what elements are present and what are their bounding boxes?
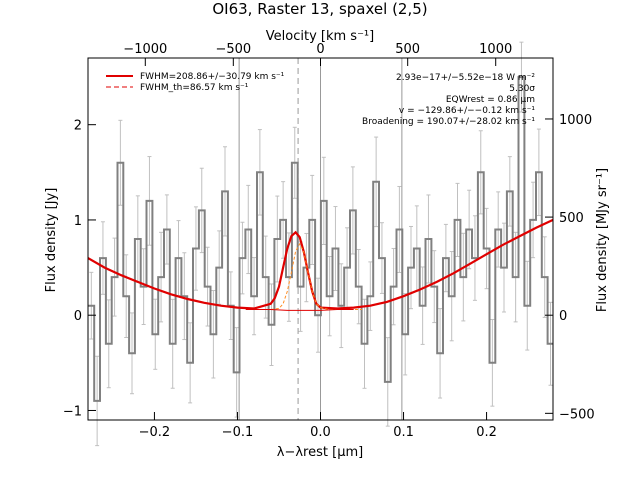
x-tick-label: 0.2 [476, 425, 497, 440]
series-layer [87, 41, 554, 447]
legend: FWHM=208.86+/−30.79 km s⁻¹ FWHM_th=86.57… [106, 72, 285, 93]
y-axis-label: Flux density [Jy] [44, 188, 59, 293]
fit-curve-series [87, 218, 554, 310]
y-tick-label: 0 [74, 309, 82, 324]
annotation-velocity: v = −129.86+/−−0.12 km s⁻¹ [399, 106, 535, 116]
x-tick-label: −0.2 [139, 425, 171, 440]
legend-entry-fwhm: FWHM=208.86+/−30.79 km s⁻¹ [140, 72, 285, 82]
annotation-eqw: EQWrest = 0.86 μm [446, 95, 535, 105]
right-tick-label: −500 [559, 407, 595, 422]
top-tick-label: 500 [395, 42, 420, 57]
annotation-flux: 2.93e−17+/−5.52e−18 W m⁻² [396, 73, 535, 83]
top-axis-label: Velocity [km s⁻¹] [266, 29, 374, 44]
right-tick-label: 0 [559, 309, 567, 324]
top-tick-label: 1000 [479, 42, 512, 57]
chart-title: OI63, Raster 13, spaxel (2,5) [212, 0, 427, 18]
axis-ticks: −0.2 −0.1 0.0 0.1 0.2 −1000 −500 0 500 1000 −1 0 1 2 −… [63, 42, 595, 440]
x-axis-label: λ−λrest [μm] [277, 445, 363, 460]
right-tick-label: 1000 [559, 113, 592, 128]
legend-entry-fwhm-th: FWHM_th=86.57 km s⁻¹ [140, 83, 249, 93]
top-tick-label: −500 [215, 42, 251, 57]
top-tick-label: 0 [316, 42, 324, 57]
annotations: 2.93e−17+/−5.52e−18 W m⁻² 5.30σ EQWrest … [362, 73, 535, 127]
y-tick-label: −1 [63, 404, 82, 419]
top-tick-label: −1000 [123, 42, 167, 57]
right-tick-label: 500 [559, 211, 584, 226]
y-tick-label: 1 [74, 214, 82, 229]
right-axis-label: Flux density [MJy sr⁻¹] [595, 168, 610, 312]
spectrum-step-series [88, 76, 554, 402]
x-tick-label: 0.0 [310, 425, 331, 440]
thermal-profile-series [245, 242, 362, 310]
baseline-series [245, 309, 354, 311]
annotation-sigma: 5.30σ [509, 84, 535, 94]
x-tick-label: 0.1 [393, 425, 414, 440]
x-tick-label: −0.1 [222, 425, 254, 440]
y-tick-label: 2 [74, 119, 82, 134]
annotation-broadening: Broadening = 190.07+/−28.02 km s⁻¹ [362, 117, 535, 127]
